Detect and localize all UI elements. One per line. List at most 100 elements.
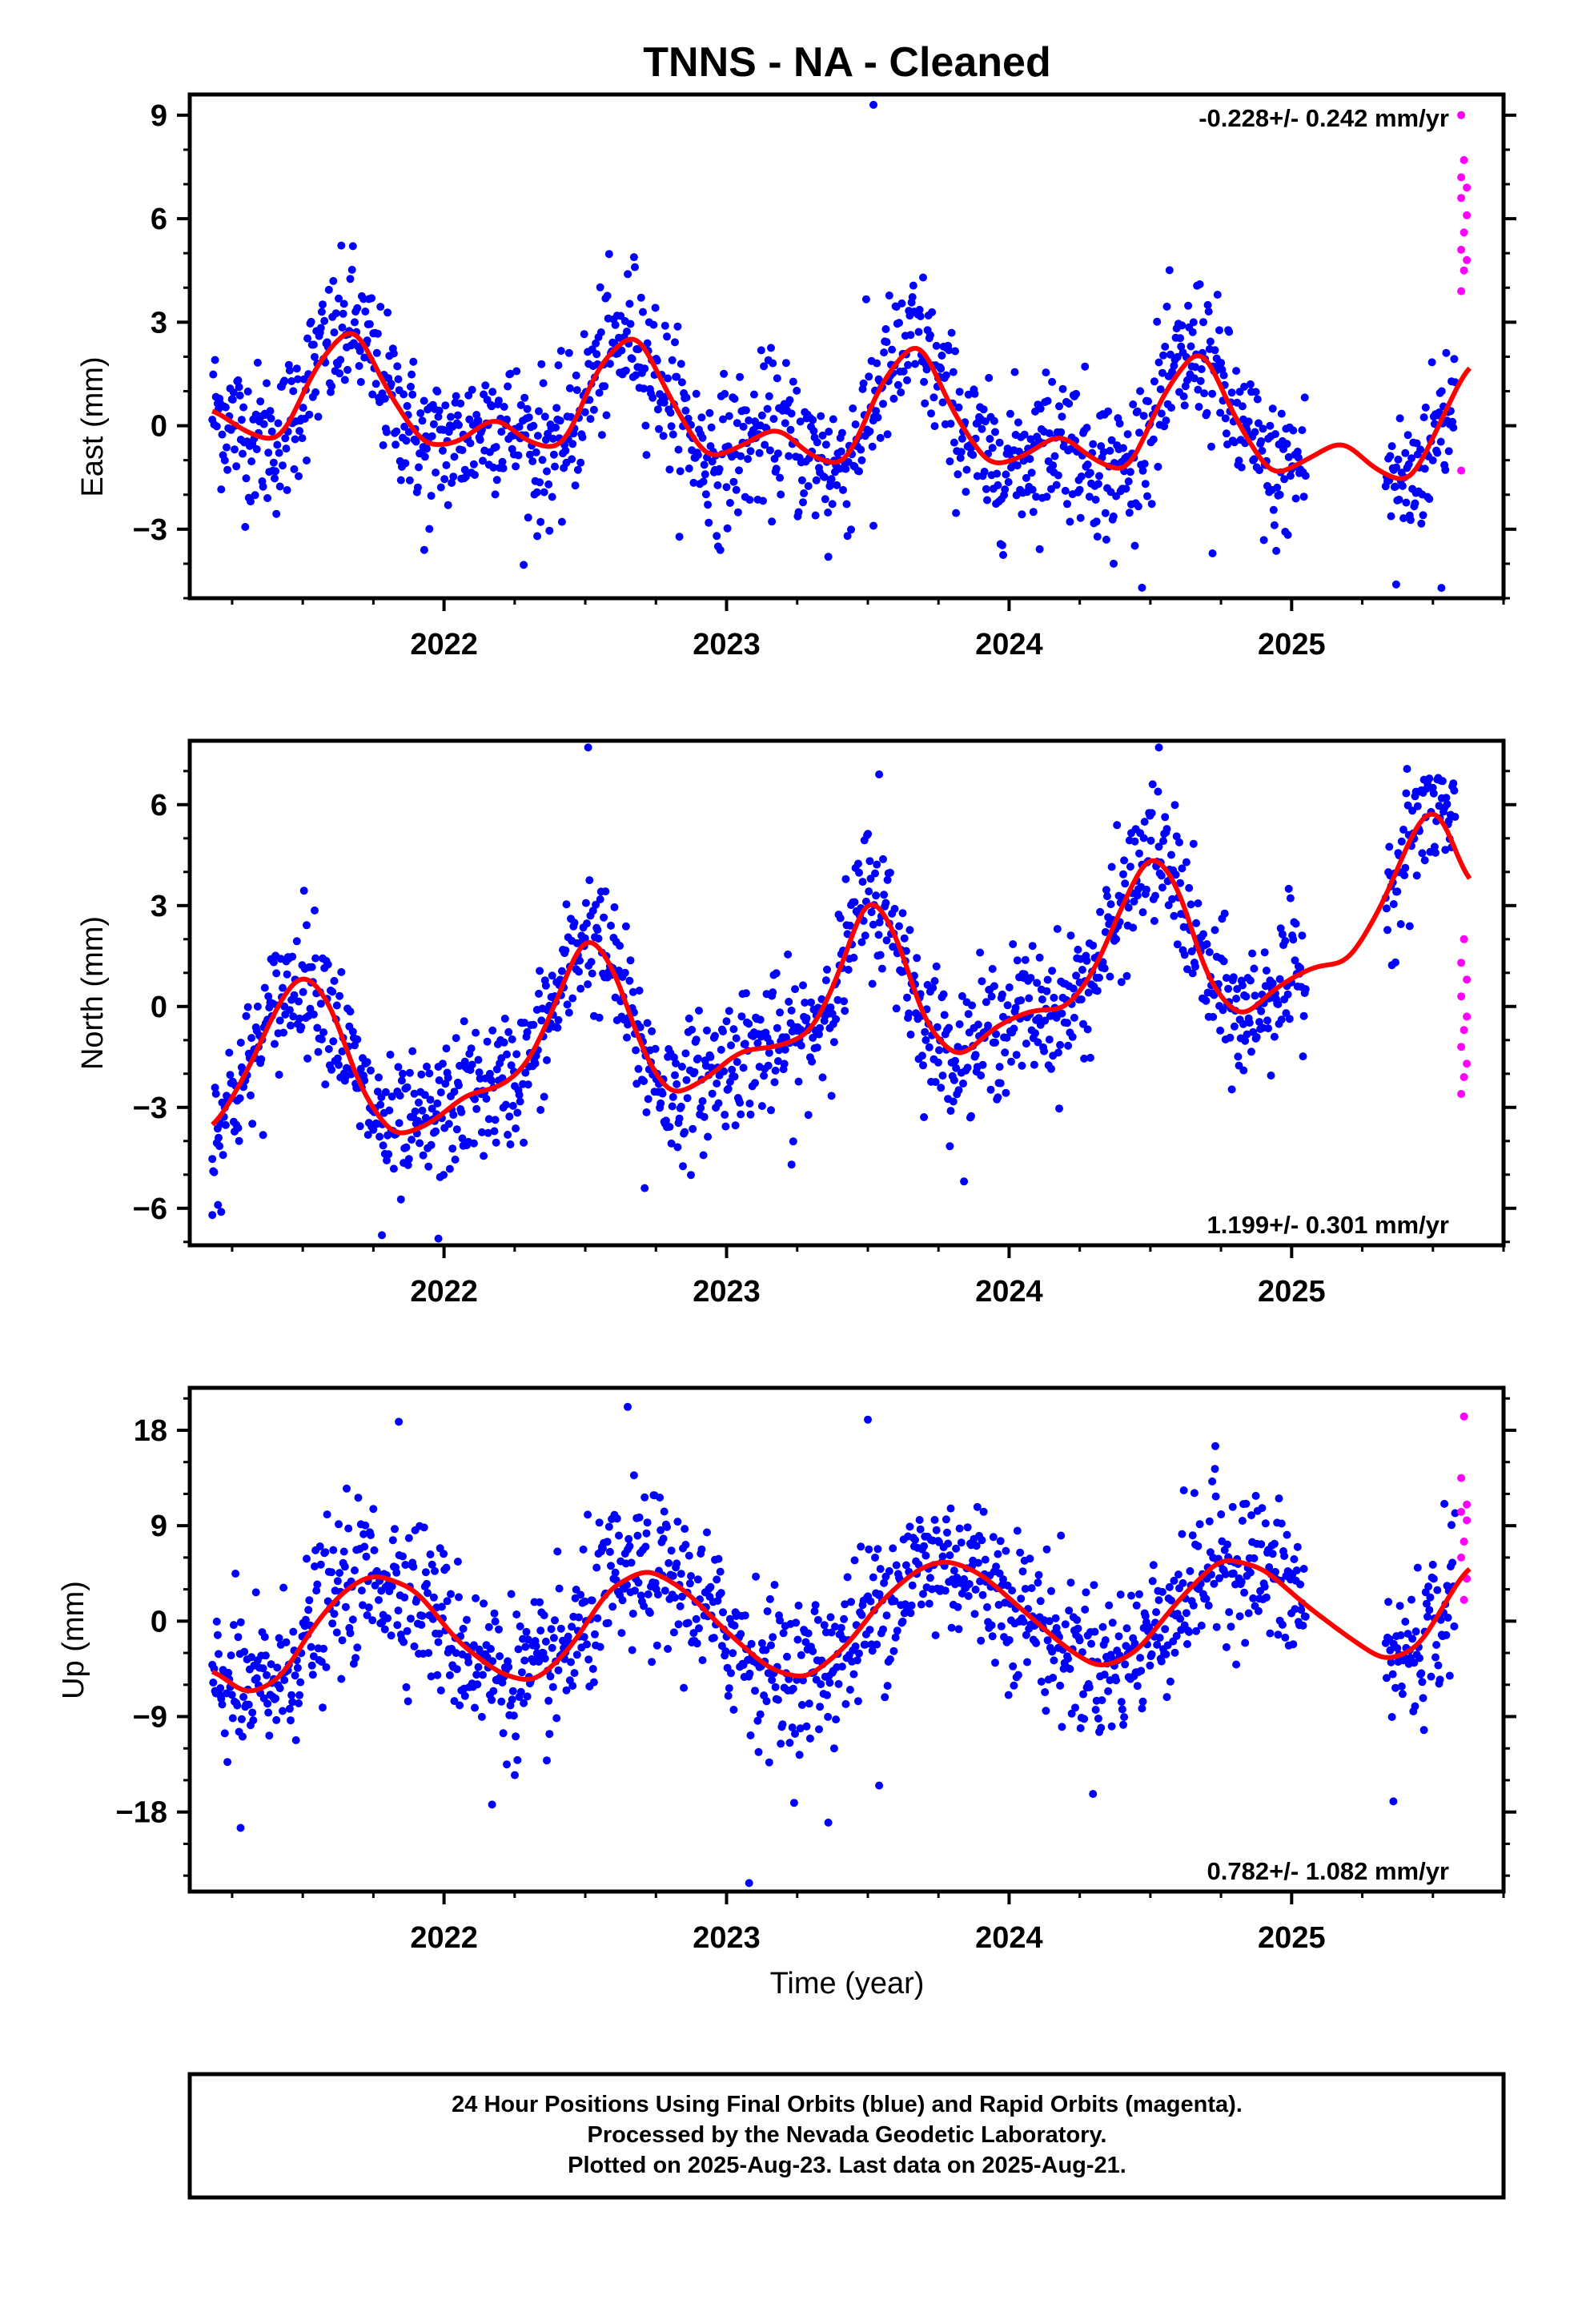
north-final-point xyxy=(1034,1038,1042,1047)
east-final-point xyxy=(1195,280,1204,288)
up-final-point xyxy=(1066,1665,1074,1673)
east-final-point xyxy=(889,394,898,403)
north-final-point xyxy=(1243,1030,1251,1039)
east-final-point xyxy=(1449,424,1458,432)
east-rate-label: -0.228+/- 0.242 mm/yr xyxy=(1199,104,1449,132)
east-final-point xyxy=(1191,363,1199,372)
up-final-point xyxy=(765,1594,774,1603)
up-x-tick-label: 2023 xyxy=(693,1921,761,1955)
east-final-point xyxy=(1277,409,1286,418)
north-final-point xyxy=(420,1091,429,1100)
east-final-point xyxy=(759,497,767,505)
north-final-point xyxy=(1077,995,1086,1003)
north-final-point xyxy=(1230,1022,1239,1031)
north-final-point xyxy=(855,868,863,877)
north-final-point xyxy=(1170,801,1179,810)
up-final-point xyxy=(825,1679,834,1687)
up-final-point xyxy=(391,1525,399,1534)
north-final-point xyxy=(1082,956,1091,965)
up-final-point xyxy=(1067,1709,1076,1718)
north-final-point xyxy=(564,1008,573,1017)
east-final-point xyxy=(1124,477,1133,486)
east-final-point xyxy=(1412,439,1421,448)
up-final-point xyxy=(942,1515,950,1524)
up-final-point xyxy=(293,1663,302,1672)
east-final-point xyxy=(602,411,611,420)
north-final-point xyxy=(367,1066,375,1075)
north-final-point xyxy=(1001,1048,1010,1057)
up-final-point xyxy=(1249,1594,1258,1602)
up-final-point xyxy=(1235,1612,1244,1621)
north-final-point xyxy=(946,1107,955,1116)
east-final-point xyxy=(453,411,462,420)
east-rapid-point xyxy=(1457,111,1466,119)
north-final-point xyxy=(946,1142,954,1151)
up-final-point xyxy=(797,1651,805,1659)
east-final-point xyxy=(1136,387,1145,396)
north-final-point xyxy=(348,1027,357,1036)
north-final-point xyxy=(450,1088,459,1096)
east-final-point xyxy=(1102,535,1110,544)
up-final-point xyxy=(881,1693,889,1702)
up-final-point xyxy=(1094,1715,1102,1723)
east-final-point xyxy=(1266,421,1275,430)
north-final-point xyxy=(1055,1104,1063,1113)
north-final-point xyxy=(875,918,884,927)
up-final-point xyxy=(1107,1722,1116,1731)
north-final-point xyxy=(900,934,909,943)
up-final-point xyxy=(1293,1542,1302,1551)
east-final-point xyxy=(611,320,620,329)
east-final-point xyxy=(355,362,363,370)
up-final-point xyxy=(516,1687,525,1696)
up-final-point xyxy=(640,1602,648,1610)
north-final-point xyxy=(697,1104,705,1112)
east-final-point xyxy=(338,324,347,332)
east-final-point xyxy=(557,517,566,526)
up-final-point xyxy=(917,1600,926,1609)
east-final-point xyxy=(1141,480,1150,489)
east-final-point xyxy=(212,422,221,431)
east-final-point xyxy=(498,457,507,466)
east-final-point xyxy=(725,412,733,420)
up-final-point xyxy=(1393,1644,1402,1653)
north-final-point xyxy=(1010,1024,1018,1033)
north-final-point xyxy=(841,875,850,883)
up-final-point xyxy=(642,1529,651,1538)
north-final-point xyxy=(681,1128,689,1136)
north-final-point xyxy=(1413,802,1422,810)
east-final-point xyxy=(580,330,588,339)
up-final-point xyxy=(1042,1707,1050,1715)
north-final-point xyxy=(1106,900,1115,909)
up-final-point xyxy=(301,1615,310,1624)
north-final-point xyxy=(845,921,854,930)
up-final-point xyxy=(685,1551,693,1560)
up-final-point xyxy=(645,1609,654,1617)
north-final-point xyxy=(906,1030,915,1039)
up-final-point xyxy=(1009,1662,1018,1671)
east-final-point xyxy=(259,482,267,491)
east-final-point xyxy=(733,419,741,428)
north-final-point xyxy=(898,909,907,918)
up-final-point xyxy=(663,1522,671,1531)
east-final-point xyxy=(865,427,874,436)
east-final-point xyxy=(755,448,764,457)
up-final-point xyxy=(653,1590,662,1599)
up-final-point xyxy=(404,1534,413,1542)
east-final-point xyxy=(617,346,626,355)
up-final-point xyxy=(1043,1636,1052,1645)
north-final-point xyxy=(874,931,883,939)
north-final-point xyxy=(242,1011,251,1020)
east-final-outlier xyxy=(533,532,542,541)
up-final-point xyxy=(1042,1545,1051,1554)
east-final-outlier xyxy=(1391,580,1400,589)
north-final-point xyxy=(271,1039,279,1048)
east-final-point xyxy=(781,359,790,368)
east-final-point xyxy=(1125,509,1134,517)
north-final-point xyxy=(529,1020,538,1029)
east-final-point xyxy=(448,479,456,487)
up-final-point xyxy=(474,1663,483,1671)
north-final-point xyxy=(253,1002,262,1011)
up-final-point xyxy=(239,1693,248,1701)
east-final-point xyxy=(797,476,806,485)
up-final-point xyxy=(898,1617,907,1626)
